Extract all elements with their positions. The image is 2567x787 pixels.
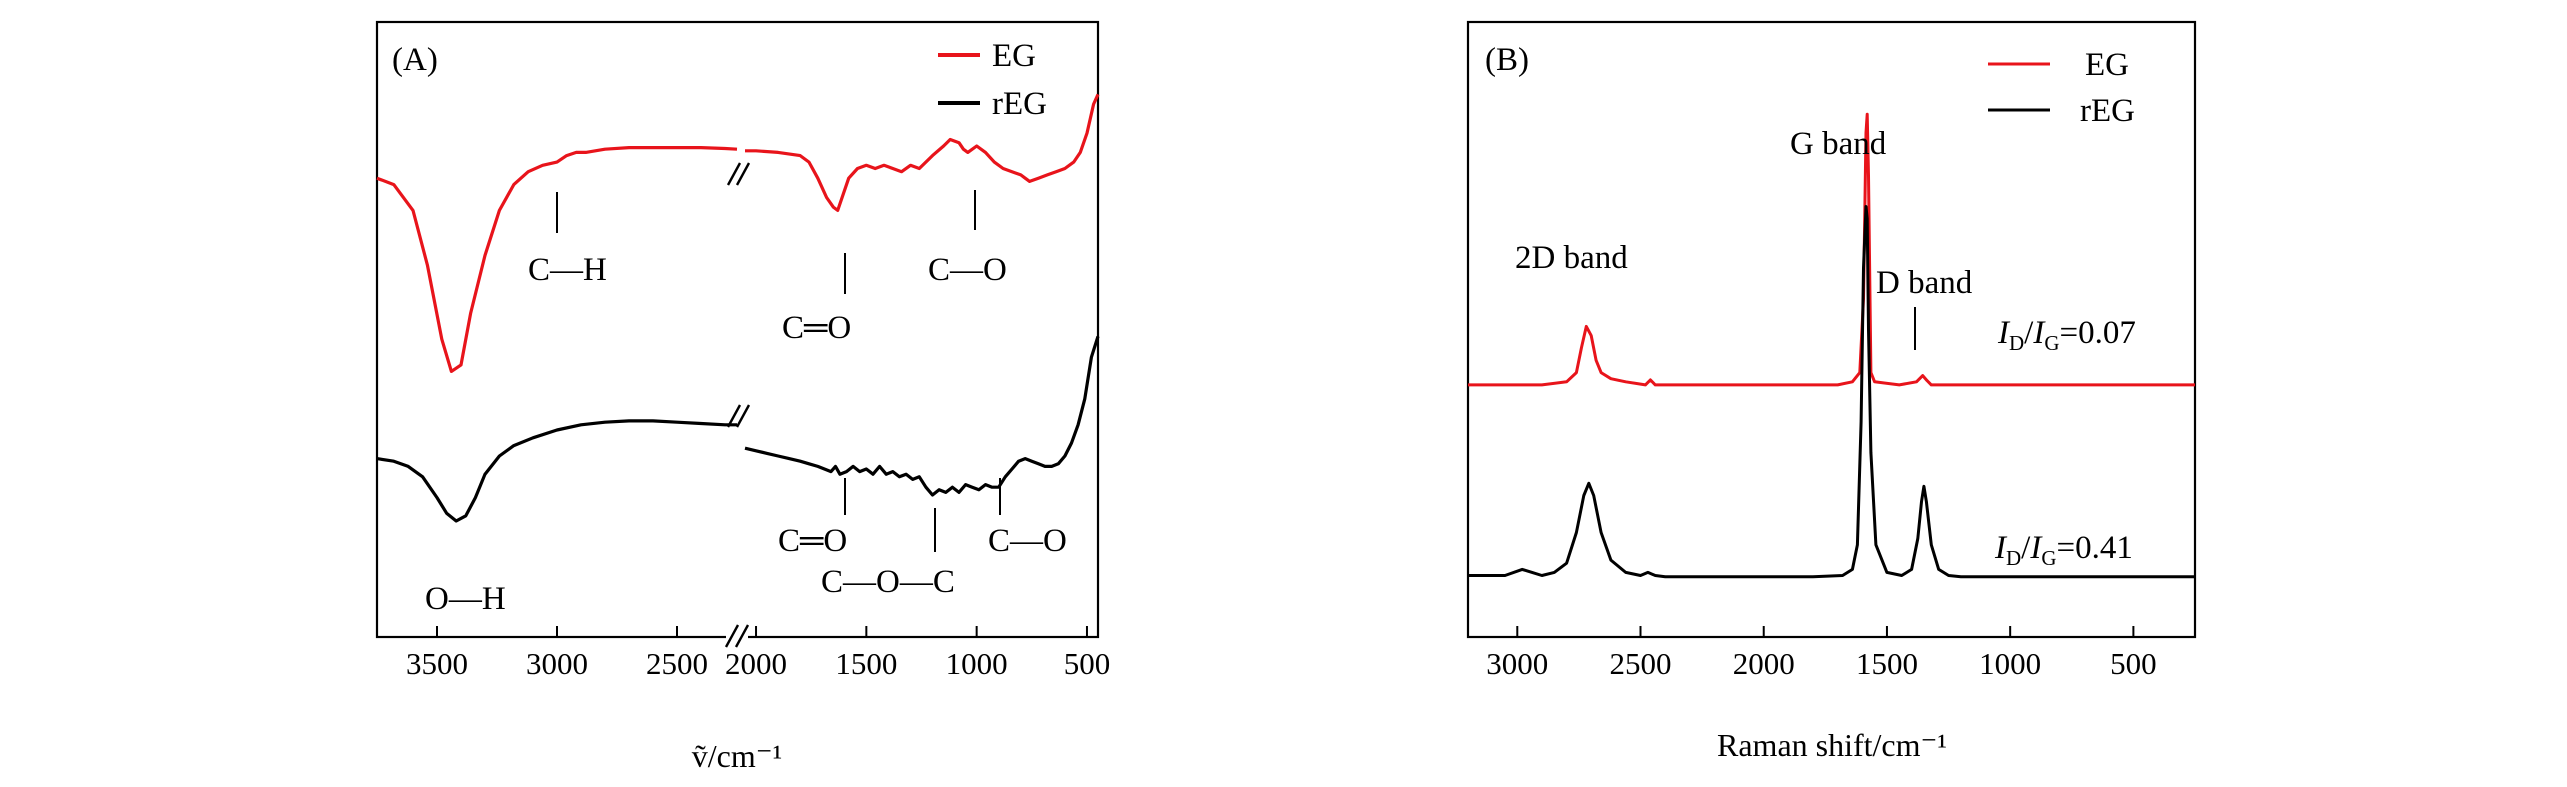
annotation-oh: O—H: [425, 581, 506, 617]
ratio-reg-sub-d: D: [2006, 546, 2021, 570]
panel-a-ticks: 3500 3000 2500 2000 1500 1000 500: [406, 626, 1110, 681]
panel-b-legend: EG rEG: [1988, 47, 2135, 129]
ratio-eg-sub-d: D: [2009, 331, 2024, 355]
x-tick-label: 500: [1064, 646, 1111, 681]
panel-a-legend: EG rEG: [938, 38, 1047, 122]
annotation-g-band: G band: [1790, 126, 1887, 162]
panel-a-label: (A): [392, 42, 438, 78]
x-tick-label: 3000: [526, 646, 588, 681]
x-tick-label: 2000: [1733, 646, 1795, 681]
panel-b-ticks: 3000 2500 2000 1500 1000 500: [1486, 626, 2157, 681]
series-eg-line-right: [745, 93, 1100, 212]
panel-b-series: [1468, 112, 2195, 579]
legend-label-reg: rEG: [992, 86, 1047, 122]
x-tick-label: 1500: [835, 646, 897, 681]
ratio-eg-i2: I: [2032, 315, 2046, 351]
series-reg-line-left: [376, 419, 737, 523]
annotation-co-double-eg: C═O: [782, 310, 851, 346]
series-eg-raman-line: [1468, 112, 2195, 387]
legend-label-eg: EG: [992, 38, 1036, 74]
ratio-label-reg: ID/IG=0.41: [1994, 530, 2133, 570]
panel-b-frame: [1466, 20, 2197, 639]
x-tick-label: 3500: [406, 646, 468, 681]
x-tick-label: 1500: [1856, 646, 1918, 681]
annotation-2d-band: 2D band: [1515, 240, 1628, 276]
panel-a-x-axis-title: ṽ/cm⁻¹: [692, 738, 782, 774]
panel-a-series: [376, 93, 1100, 523]
annotation-co-double-reg: C═O: [778, 523, 847, 559]
ratio-eg-slash: /: [2024, 315, 2034, 351]
ratio-reg-i1: I: [1994, 530, 2008, 566]
panel-b: (B) EG rEG 3000 2500 2000 1500 1000 500 2D ba…: [1466, 20, 2197, 763]
ratio-eg-value: =0.07: [2060, 315, 2136, 351]
ratio-eg-i1: I: [1997, 315, 2011, 351]
ratio-reg-value: =0.41: [2057, 530, 2133, 566]
x-tick-label: 500: [2110, 646, 2157, 681]
x-tick-label: 3000: [1486, 646, 1548, 681]
series-reg-line-right: [744, 335, 1100, 497]
x-tick-label: 1000: [1979, 646, 2041, 681]
series-reg-raman-line: [1468, 205, 2195, 579]
x-tick-label: 2500: [1610, 646, 1672, 681]
panel-b-x-axis-title: Raman shift/cm⁻¹: [1717, 727, 1947, 763]
annotation-coc: C—O—C: [821, 564, 955, 600]
ratio-reg-slash: /: [2021, 530, 2031, 566]
panel-a-axis-break-axis: [724, 624, 750, 648]
x-tick-label: 2500: [646, 646, 708, 681]
x-tick-label: 1000: [946, 646, 1008, 681]
series-eg-line-left: [376, 146, 738, 373]
legend-label-eg-b: EG: [2085, 47, 2129, 83]
panel-a-axis-break-mid-curve: [726, 404, 751, 428]
ratio-reg-i2: I: [2029, 530, 2043, 566]
ratio-eg-sub-g: G: [2044, 331, 2059, 355]
panel-b-label: (B): [1485, 42, 1529, 78]
annotation-co-single-reg: C—O: [988, 523, 1067, 559]
ratio-label-eg: ID/IG=0.07: [1997, 315, 2136, 355]
annotation-d-band: D band: [1876, 265, 1973, 301]
annotation-co-single-eg: C—O: [928, 252, 1007, 288]
panel-a-axis-break-top-curve: [726, 162, 751, 186]
annotation-ch: C—H: [528, 252, 607, 288]
legend-label-reg-b: rEG: [2080, 93, 2135, 129]
panel-a: (A) EG rEG 3500 3000 2500 2000 1500 1000 500 C…: [375, 20, 1110, 774]
x-tick-label: 2000: [725, 646, 787, 681]
ratio-reg-sub-g: G: [2041, 546, 2056, 570]
